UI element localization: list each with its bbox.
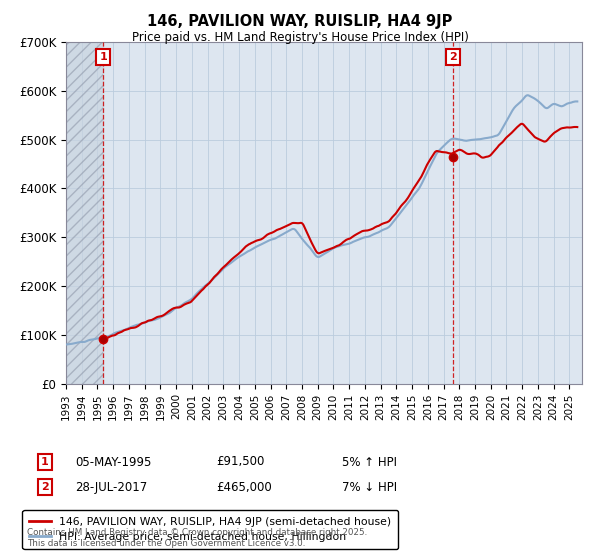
Text: 05-MAY-1995: 05-MAY-1995 (75, 455, 151, 469)
Text: 2: 2 (41, 482, 49, 492)
Text: Price paid vs. HM Land Registry's House Price Index (HPI): Price paid vs. HM Land Registry's House … (131, 31, 469, 44)
Legend: 146, PAVILION WAY, RUISLIP, HA4 9JP (semi-detached house), HPI: Average price, s: 146, PAVILION WAY, RUISLIP, HA4 9JP (sem… (22, 510, 398, 549)
Text: £91,500: £91,500 (216, 455, 265, 469)
Text: 2: 2 (449, 53, 457, 62)
Text: 146, PAVILION WAY, RUISLIP, HA4 9JP: 146, PAVILION WAY, RUISLIP, HA4 9JP (148, 14, 452, 29)
Text: 28-JUL-2017: 28-JUL-2017 (75, 480, 147, 494)
Text: Contains HM Land Registry data © Crown copyright and database right 2025.
This d: Contains HM Land Registry data © Crown c… (27, 528, 367, 548)
Text: 1: 1 (100, 53, 107, 62)
Text: £465,000: £465,000 (216, 480, 272, 494)
Bar (66, 42, 103, 384)
Text: 5% ↑ HPI: 5% ↑ HPI (342, 455, 397, 469)
Text: 7% ↓ HPI: 7% ↓ HPI (342, 480, 397, 494)
Bar (66, 42, 103, 384)
Text: 1: 1 (41, 457, 49, 467)
